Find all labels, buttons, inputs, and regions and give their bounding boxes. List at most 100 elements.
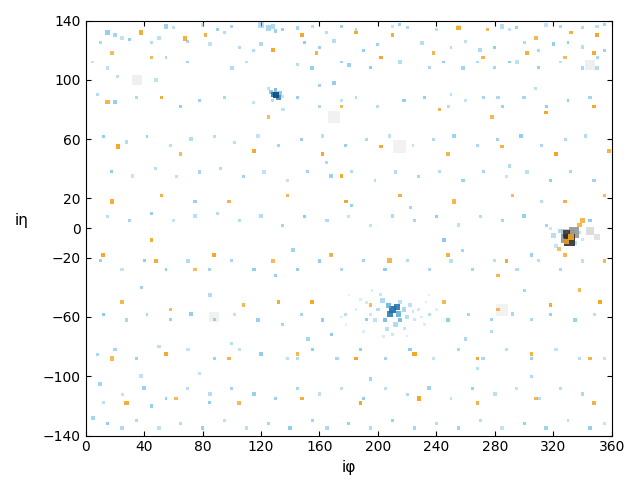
Bar: [449, 93, 452, 96]
Bar: [150, 41, 153, 44]
Bar: [274, 274, 277, 277]
Bar: [383, 268, 387, 271]
Bar: [252, 149, 255, 153]
Bar: [340, 268, 343, 271]
Bar: [569, 30, 573, 34]
Bar: [525, 51, 529, 55]
Bar: [413, 219, 416, 222]
Bar: [376, 308, 380, 312]
Bar: [201, 426, 204, 430]
Bar: [318, 46, 321, 49]
Bar: [111, 170, 113, 173]
Bar: [523, 41, 525, 44]
Y-axis label: iη: iη: [15, 213, 29, 228]
Bar: [175, 397, 178, 400]
Bar: [252, 100, 255, 103]
Bar: [276, 96, 281, 100]
Bar: [208, 293, 212, 296]
Bar: [230, 259, 233, 262]
Bar: [99, 41, 102, 44]
Bar: [457, 25, 460, 28]
Bar: [456, 25, 461, 30]
Bar: [271, 99, 274, 102]
Bar: [164, 56, 168, 59]
Bar: [387, 258, 392, 263]
Bar: [443, 319, 445, 321]
Bar: [505, 348, 508, 351]
Bar: [271, 24, 275, 28]
Bar: [227, 199, 230, 203]
Bar: [262, 170, 266, 173]
Bar: [296, 352, 300, 356]
Bar: [350, 170, 353, 173]
Bar: [508, 61, 511, 64]
Bar: [508, 164, 511, 168]
Bar: [413, 318, 416, 321]
Bar: [423, 323, 426, 326]
Bar: [580, 259, 584, 263]
Bar: [500, 24, 504, 28]
Bar: [435, 308, 438, 311]
Bar: [345, 323, 347, 325]
Bar: [179, 422, 182, 425]
Bar: [340, 105, 343, 108]
Bar: [500, 219, 504, 222]
Bar: [106, 100, 109, 104]
Bar: [435, 215, 438, 218]
Bar: [230, 387, 233, 390]
Bar: [549, 313, 552, 316]
Bar: [580, 392, 584, 396]
Bar: [355, 28, 358, 31]
Bar: [403, 327, 406, 330]
Bar: [150, 56, 153, 59]
Bar: [143, 259, 145, 262]
Bar: [237, 401, 241, 405]
Bar: [563, 199, 567, 203]
Bar: [479, 215, 482, 218]
Bar: [593, 313, 596, 316]
Bar: [328, 111, 340, 123]
Bar: [303, 41, 307, 44]
Bar: [311, 348, 314, 351]
Bar: [142, 386, 146, 390]
Bar: [216, 212, 219, 215]
Bar: [523, 422, 525, 425]
Bar: [371, 289, 373, 292]
Bar: [321, 152, 324, 156]
Bar: [242, 303, 245, 307]
Bar: [569, 227, 579, 238]
Bar: [127, 219, 131, 222]
Bar: [325, 219, 328, 222]
Bar: [447, 105, 449, 108]
Bar: [242, 174, 245, 178]
Bar: [540, 144, 543, 147]
Bar: [223, 96, 226, 99]
Bar: [350, 204, 353, 207]
Bar: [296, 387, 299, 390]
Bar: [423, 96, 426, 99]
Bar: [354, 357, 358, 360]
Bar: [481, 357, 485, 360]
Bar: [193, 199, 197, 203]
Bar: [522, 214, 526, 218]
Bar: [340, 174, 343, 178]
Bar: [596, 56, 598, 59]
Bar: [150, 238, 153, 242]
Bar: [578, 231, 582, 234]
Bar: [274, 88, 278, 92]
Bar: [271, 93, 275, 97]
Bar: [387, 311, 392, 317]
Bar: [420, 41, 424, 45]
Bar: [391, 33, 394, 37]
Bar: [274, 29, 278, 33]
Bar: [438, 108, 441, 111]
Bar: [282, 223, 284, 226]
Bar: [588, 219, 592, 222]
Bar: [277, 144, 280, 147]
Bar: [540, 200, 543, 203]
Bar: [385, 327, 388, 331]
Bar: [164, 268, 168, 271]
Bar: [128, 38, 131, 41]
Bar: [201, 23, 204, 27]
Bar: [413, 426, 417, 430]
